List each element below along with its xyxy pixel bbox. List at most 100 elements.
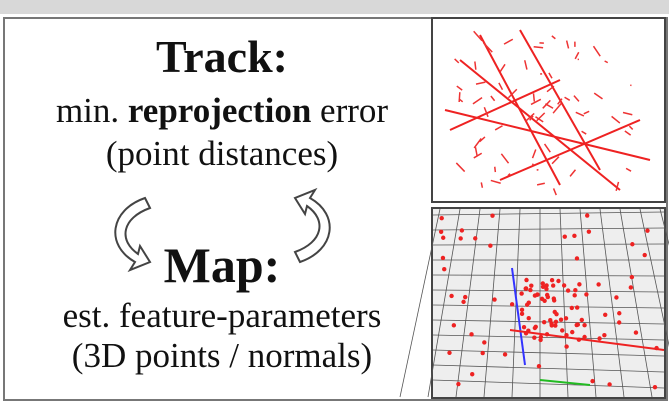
- map-point: [653, 385, 657, 389]
- map-point: [449, 294, 453, 298]
- map-point: [602, 333, 606, 337]
- map-point: [585, 213, 589, 217]
- map-point: [645, 228, 649, 232]
- map-point: [526, 329, 530, 333]
- map-point: [575, 305, 579, 309]
- map-point: [573, 288, 577, 292]
- map-point: [617, 311, 621, 315]
- map-point: [556, 279, 560, 283]
- map-point: [540, 297, 544, 301]
- map-point: [630, 275, 634, 279]
- track-stroke: [459, 92, 460, 102]
- map-point: [562, 283, 566, 287]
- map-point: [439, 230, 443, 234]
- map-point: [643, 253, 647, 257]
- map-point: [563, 234, 567, 238]
- map-point: [554, 320, 558, 324]
- map-point: [533, 326, 537, 330]
- map-point: [535, 292, 539, 296]
- slide: Track: min. reprojection error (point di…: [0, 0, 669, 403]
- map-point: [545, 332, 549, 336]
- map-point: [527, 316, 531, 320]
- track-desc: min. reprojection error: [56, 91, 388, 130]
- map-point: [597, 336, 601, 340]
- map-point: [528, 288, 532, 292]
- map-point: [522, 325, 526, 329]
- track-stroke: [481, 182, 482, 187]
- map-point: [550, 278, 554, 282]
- map-point: [634, 330, 638, 334]
- map-point: [564, 333, 568, 337]
- map-point: [524, 278, 528, 282]
- map-point: [461, 300, 465, 304]
- map-point: [482, 340, 486, 344]
- map-point: [473, 236, 477, 240]
- map-point: [463, 295, 467, 299]
- map-point: [574, 323, 578, 327]
- map-point: [629, 285, 633, 289]
- map-point: [575, 256, 579, 260]
- cropped-header: [0, 0, 669, 14]
- map-point: [492, 297, 496, 301]
- map-point: [560, 328, 564, 332]
- map-point: [654, 346, 658, 350]
- map-point: [452, 323, 456, 327]
- map-point: [524, 286, 528, 290]
- map-point: [439, 216, 443, 220]
- map-point: [580, 318, 584, 322]
- map-point: [577, 282, 581, 286]
- map-point: [614, 295, 618, 299]
- map-point: [582, 335, 586, 339]
- map-point: [603, 313, 607, 317]
- map-point: [552, 298, 556, 302]
- map-point: [553, 310, 557, 314]
- map-point: [553, 323, 557, 327]
- map-point: [544, 287, 548, 291]
- map-point: [549, 321, 553, 325]
- map-point: [441, 236, 445, 240]
- track-stroke: [495, 167, 496, 172]
- map-point: [460, 228, 464, 232]
- track-stroke: [537, 170, 539, 171]
- map-point: [510, 302, 514, 306]
- map-point: [503, 352, 507, 356]
- image-frame: [432, 18, 665, 202]
- map-point: [532, 335, 536, 339]
- map-point: [630, 242, 634, 246]
- map-point: [469, 332, 473, 336]
- map-point: [488, 243, 492, 247]
- track-stroke: [534, 93, 535, 101]
- map-point: [587, 229, 591, 233]
- map-point: [564, 344, 568, 348]
- map-desc: est. feature-parameters: [63, 296, 382, 335]
- map-point: [520, 312, 524, 316]
- map-point: [537, 364, 541, 368]
- map-point: [527, 301, 531, 305]
- map-point: [542, 320, 546, 324]
- map-note: (3D points / normals): [72, 336, 372, 375]
- map-point: [596, 282, 600, 286]
- map-point: [551, 283, 555, 287]
- track-stroke: [475, 62, 476, 70]
- map-point: [538, 338, 542, 342]
- text: error: [320, 91, 388, 130]
- text-bold: reprojection: [128, 91, 311, 130]
- map-point: [572, 293, 576, 297]
- map-point: [584, 292, 588, 296]
- track-image: [432, 18, 665, 202]
- map-title: Map:: [164, 237, 281, 293]
- map-point: [481, 351, 485, 355]
- map-point: [564, 316, 568, 320]
- map-point: [570, 330, 574, 334]
- map-point: [458, 236, 462, 240]
- map-point: [490, 213, 494, 217]
- map-point: [607, 382, 611, 386]
- image-frame: [432, 208, 665, 398]
- track-stroke: [532, 164, 533, 165]
- map-point: [520, 308, 524, 312]
- map-point: [529, 283, 533, 287]
- map-image: [400, 208, 669, 398]
- map-point: [577, 337, 581, 341]
- map-point: [545, 293, 549, 297]
- track-title: Track:: [156, 31, 288, 82]
